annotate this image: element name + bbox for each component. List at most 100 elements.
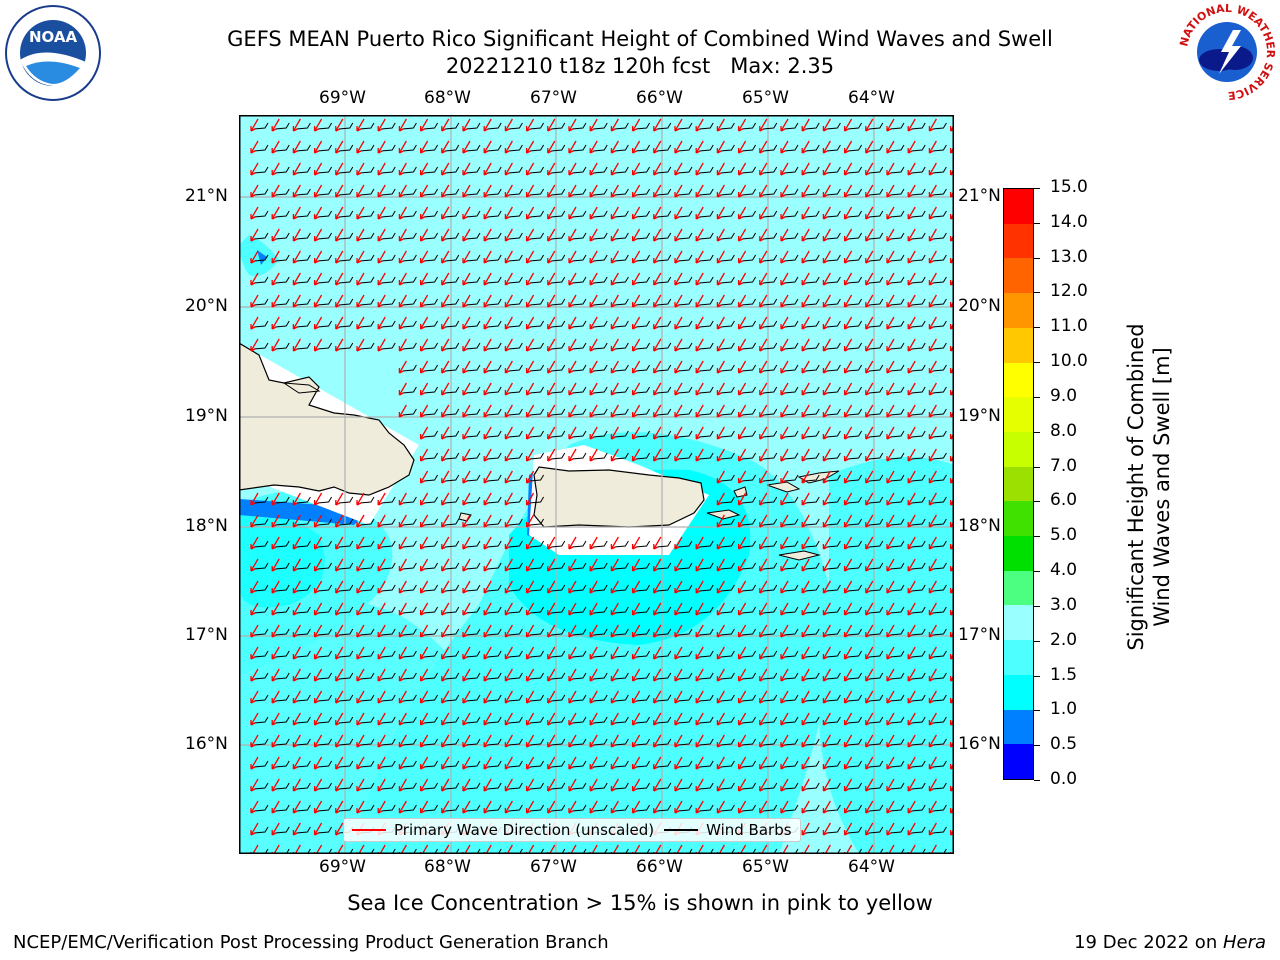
wave-arrow [335, 514, 344, 528]
wave-arrow [335, 184, 344, 198]
wind-barb [550, 364, 566, 372]
wave-arrow [504, 514, 513, 528]
wave-arrow [377, 140, 386, 154]
wind-barb [529, 496, 545, 504]
wind-barb [783, 584, 799, 592]
wind-barb [317, 342, 333, 350]
wind-barb [465, 364, 481, 372]
wind-barb [402, 210, 417, 218]
colorbar-segment [1004, 293, 1033, 328]
wind-barb [465, 672, 481, 680]
wave-arrow [250, 492, 259, 506]
wave-arrow [504, 580, 513, 594]
wind-barb [465, 760, 481, 768]
wind-barb [762, 320, 778, 328]
wave-arrow [419, 250, 429, 264]
wind-barb [529, 122, 545, 130]
wind-barb [465, 210, 481, 218]
wave-arrow [589, 690, 598, 704]
wind-barb [889, 694, 905, 702]
wind-barb [359, 650, 375, 658]
colorbar-tick-label: 9.0 [1050, 385, 1078, 406]
wind-barb [550, 298, 566, 306]
wind-barb [720, 584, 735, 592]
wind-barb [656, 166, 672, 174]
wave-arrow [335, 580, 344, 594]
wave-arrow [462, 184, 471, 198]
wind-barb [911, 430, 926, 438]
wave-arrow [356, 734, 365, 748]
wave-arrow [674, 360, 683, 374]
wind-barb [381, 738, 396, 746]
wind-barb [699, 650, 714, 658]
wave-arrow [759, 602, 768, 616]
wave-arrow [780, 536, 789, 550]
wave-arrow [737, 756, 747, 770]
wind-barb [932, 188, 947, 196]
wind-barb [338, 584, 354, 592]
wind-barb [889, 210, 905, 218]
wave-arrow [568, 690, 577, 704]
wave-arrow [907, 382, 916, 396]
wind-barb [402, 782, 417, 790]
wave-arrow [716, 206, 725, 220]
wind-barb [720, 144, 735, 152]
wave-arrow [886, 492, 895, 506]
wind-barb [783, 210, 799, 218]
wave-arrow [292, 800, 301, 814]
wind-barb [571, 188, 587, 196]
wind-barb [444, 650, 460, 658]
wind-barb [253, 694, 269, 702]
wind-barb [911, 144, 926, 152]
wind-barb [296, 716, 311, 724]
wave-arrow [865, 426, 874, 440]
wind-barb [656, 782, 672, 790]
wind-barb [699, 122, 714, 130]
wind-barb [932, 716, 947, 724]
wind-barb [889, 408, 905, 416]
wave-arrow [356, 250, 365, 264]
wave-arrow [907, 316, 916, 330]
wave-arrow [462, 800, 471, 814]
wind-barb [889, 716, 905, 724]
wave-arrow [843, 426, 853, 440]
wind-barb [911, 584, 926, 592]
wind-barb [381, 650, 396, 658]
wind-barb [741, 562, 757, 570]
wind-barb [762, 496, 778, 504]
wind-barb [847, 804, 863, 812]
wave-arrow [610, 228, 619, 242]
wind-barb [571, 540, 587, 548]
wave-arrow [737, 272, 747, 286]
wave-arrow [631, 316, 641, 330]
wind-barb [296, 232, 311, 240]
wave-arrow [568, 778, 577, 792]
wave-arrow [822, 690, 831, 704]
wave-arrow [419, 118, 429, 132]
wave-arrow [483, 228, 492, 242]
wind-barb [762, 760, 778, 768]
wind-barb [275, 694, 290, 702]
wind-barb [720, 188, 735, 196]
wind-barb [805, 760, 820, 768]
wave-arrow [292, 756, 301, 770]
wind-barb [783, 738, 799, 746]
colorbar-segment [1004, 640, 1033, 675]
wave-arrow [504, 316, 513, 330]
wind-barb [614, 606, 629, 614]
wave-arrow [865, 184, 874, 198]
wave-arrow [674, 206, 683, 220]
wave-arrow [441, 294, 450, 308]
wind-barb [465, 342, 481, 350]
wind-barb [487, 166, 502, 174]
wave-arrow [250, 536, 259, 550]
wave-arrow [398, 162, 407, 176]
wind-barb [889, 518, 905, 526]
wave-arrow [886, 360, 895, 374]
wave-arrow [441, 250, 450, 264]
wind-barb [253, 188, 269, 196]
wind-barb [444, 320, 460, 328]
wave-arrow [398, 624, 407, 638]
wind-barb [444, 210, 460, 218]
wave-arrow [568, 272, 577, 286]
